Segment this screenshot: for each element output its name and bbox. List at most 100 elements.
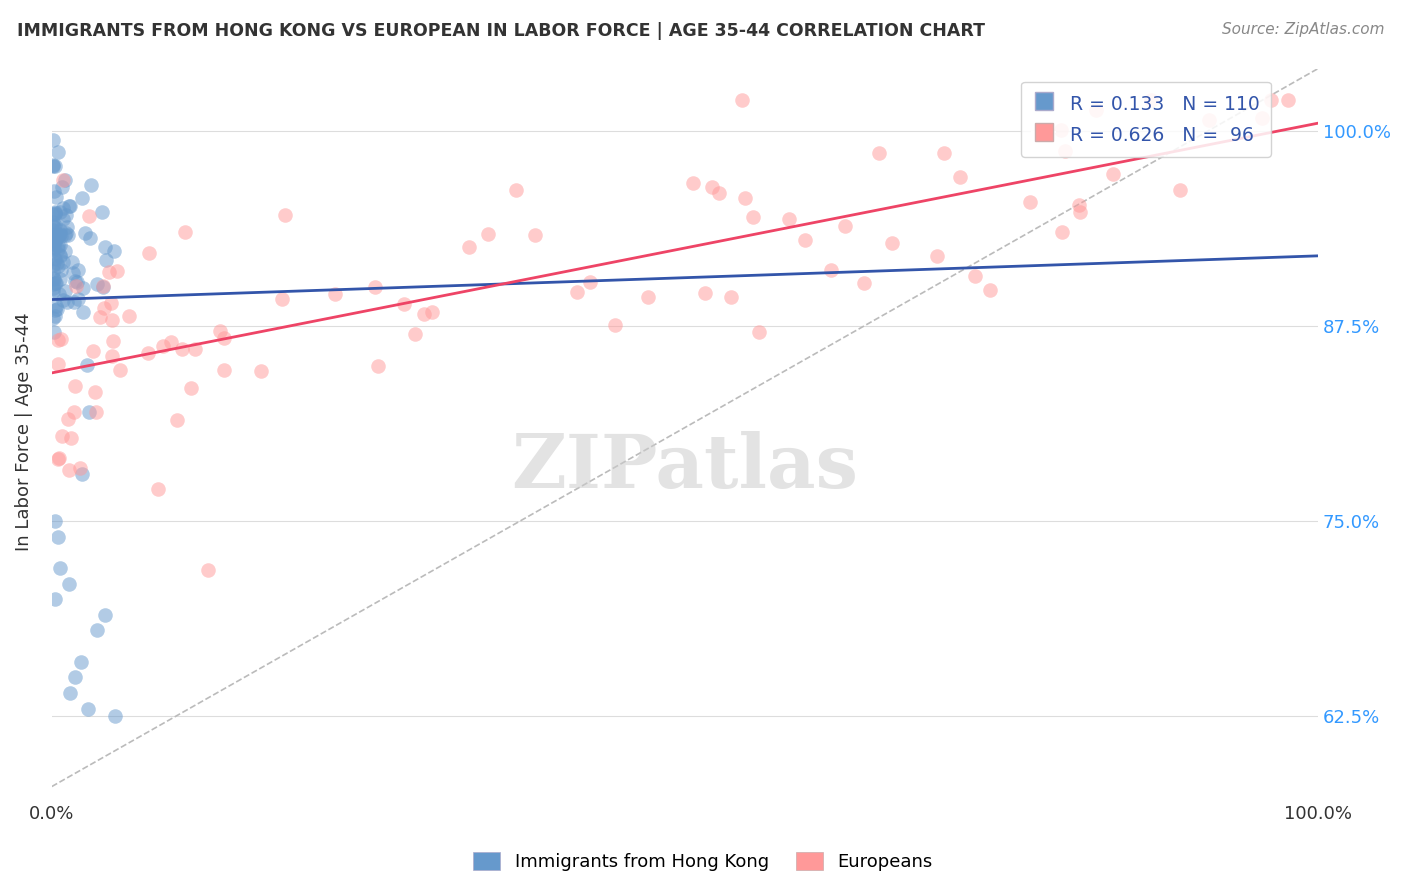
Point [46,357,69,371]
Point [44,236,66,251]
Point [63,405,86,419]
Point [42,158,65,172]
Legend: Immigrants from Hong Kong, Europeans: Immigrants from Hong Kong, Europeans [465,845,941,879]
Point [1050,225,1073,239]
Point [778,212,800,227]
Point [834,219,856,233]
Point [101,349,124,363]
Point [42,264,65,278]
Point [212,330,235,344]
Point [174,225,197,239]
Point [42,277,65,291]
Point [412,307,434,321]
Point [48,451,70,466]
Point [42,270,65,285]
Point [46,145,69,160]
Point [44,159,66,173]
Point [48,228,70,243]
Point [52,201,75,215]
Point [42,160,65,174]
Point [91,278,114,293]
Point [42,133,65,147]
Point [69,460,91,475]
Point [53,284,76,298]
Point [62,266,84,280]
Point [53,173,76,187]
Point [882,235,904,250]
Point [82,343,104,358]
Point [75,226,97,240]
Point [367,359,389,374]
Point [180,381,202,395]
Point [44,302,66,317]
Point [65,274,87,288]
Point [72,467,94,482]
Point [505,183,527,197]
Text: ZIPatlas: ZIPatlas [512,431,859,504]
Y-axis label: In Labor Force | Age 35-44: In Labor Force | Age 35-44 [15,312,32,550]
Point [152,339,174,353]
Point [44,252,66,266]
Point [46,242,69,256]
Point [42,243,65,257]
Point [979,283,1001,297]
Point [42,206,65,220]
Point [42,311,65,326]
Point [76,358,98,372]
Point [90,205,112,219]
Point [56,228,79,243]
Point [46,260,69,274]
Point [1069,198,1091,212]
Point [49,205,72,219]
Point [166,413,188,427]
Point [58,463,80,477]
Point [67,292,90,306]
Point [56,295,79,310]
Point [197,563,219,577]
Point [1198,112,1220,127]
Point [46,452,69,467]
Point [93,301,115,315]
Point [67,263,90,277]
Point [49,223,72,237]
Point [42,227,65,242]
Point [949,169,972,184]
Point [60,255,83,269]
Point [1260,93,1282,107]
Text: IMMIGRANTS FROM HONG KONG VS EUROPEAN IN LABOR FORCE | AGE 35-44 CORRELATION CHA: IMMIGRANTS FROM HONG KONG VS EUROPEAN IN… [17,22,984,40]
Point [51,229,73,244]
Point [212,363,235,377]
Point [63,294,86,309]
Point [42,220,65,235]
Point [58,412,80,426]
Point [45,234,67,248]
Point [100,296,122,310]
Point [1101,167,1123,181]
Point [104,709,127,723]
Point [1168,183,1191,197]
Point [794,233,817,247]
Point [934,145,956,160]
Point [80,178,103,192]
Point [42,272,65,286]
Point [270,292,292,306]
Point [44,207,66,221]
Point [42,285,65,299]
Point [603,318,626,332]
Point [46,229,69,244]
Point [42,184,65,198]
Point [93,607,115,622]
Point [84,405,107,419]
Point [91,280,114,294]
Point [42,223,65,237]
Point [42,258,65,272]
Point [579,275,602,289]
Point [105,264,128,278]
Point [53,228,76,243]
Point [45,229,67,244]
Point [42,252,65,266]
Point [392,297,415,311]
Point [44,205,66,219]
Point [45,256,67,270]
Point [101,334,124,348]
